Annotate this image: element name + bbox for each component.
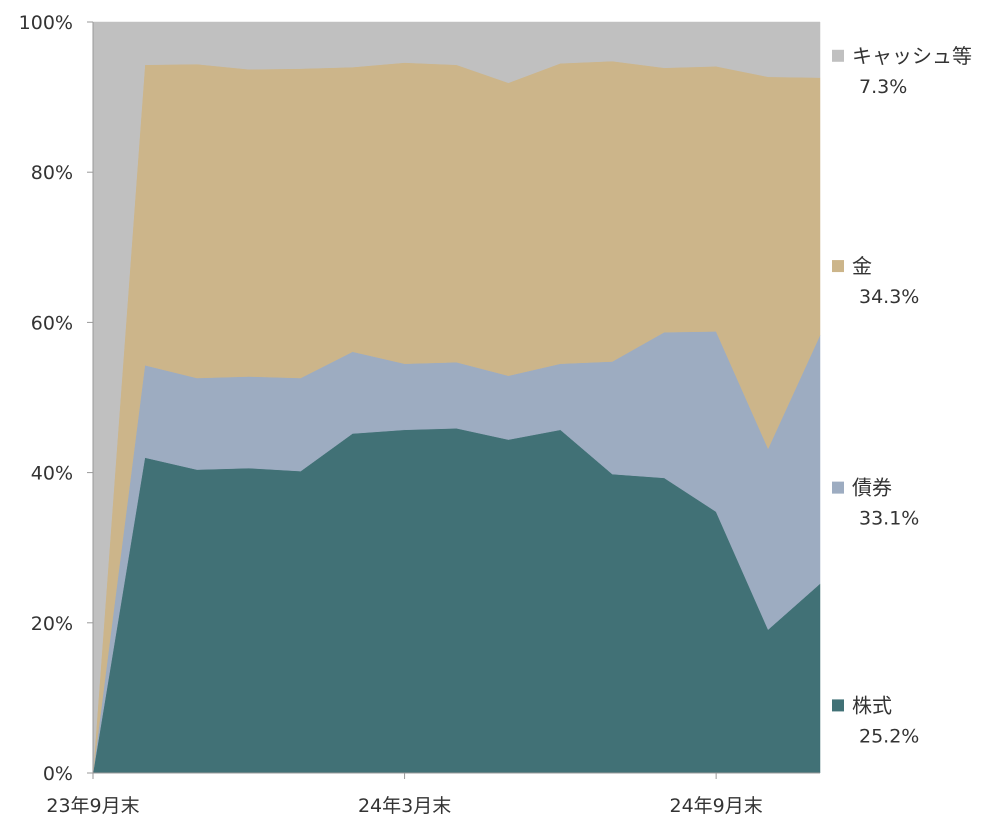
legend-value: 7.3%	[859, 76, 907, 98]
legend-swatch	[832, 699, 844, 712]
legend-value: 25.2%	[859, 725, 919, 747]
x-tick-label: 24年3月末	[358, 795, 451, 817]
legend-swatch	[832, 260, 844, 273]
y-tick-label: 100%	[19, 12, 73, 34]
chart-areas	[92, 21, 821, 774]
legend: 株式 25.2% 債券 33.1% 金 34.3% キャッシュ等 7.3%	[832, 44, 972, 747]
legend-value: 34.3%	[859, 286, 919, 308]
legend-label: 金	[852, 254, 872, 278]
y-tick-label: 0%	[43, 763, 73, 785]
legend-label: 株式	[852, 693, 892, 717]
chart-axes	[92, 22, 820, 774]
y-tick-label: 60%	[31, 312, 73, 334]
y-tick-label: 40%	[31, 463, 73, 485]
area-series-3	[92, 21, 821, 774]
y-tick-label: 20%	[31, 613, 73, 635]
y-tick-label: 80%	[31, 162, 73, 184]
legend-swatch	[832, 481, 844, 494]
x-tick-label: 23年9月末	[46, 795, 139, 817]
legend-value: 33.1%	[859, 508, 919, 530]
x-axis-ticks: 23年9月末 24年3月末 24年9月末	[46, 773, 763, 817]
legend-label: 債券	[852, 476, 892, 500]
legend-swatch	[832, 49, 844, 62]
x-tick-label: 24年9月末	[670, 795, 763, 817]
y-axis-ticks: 0% 20% 40% 60% 80% 100%	[19, 12, 93, 785]
legend-label: キャッシュ等	[852, 44, 972, 68]
